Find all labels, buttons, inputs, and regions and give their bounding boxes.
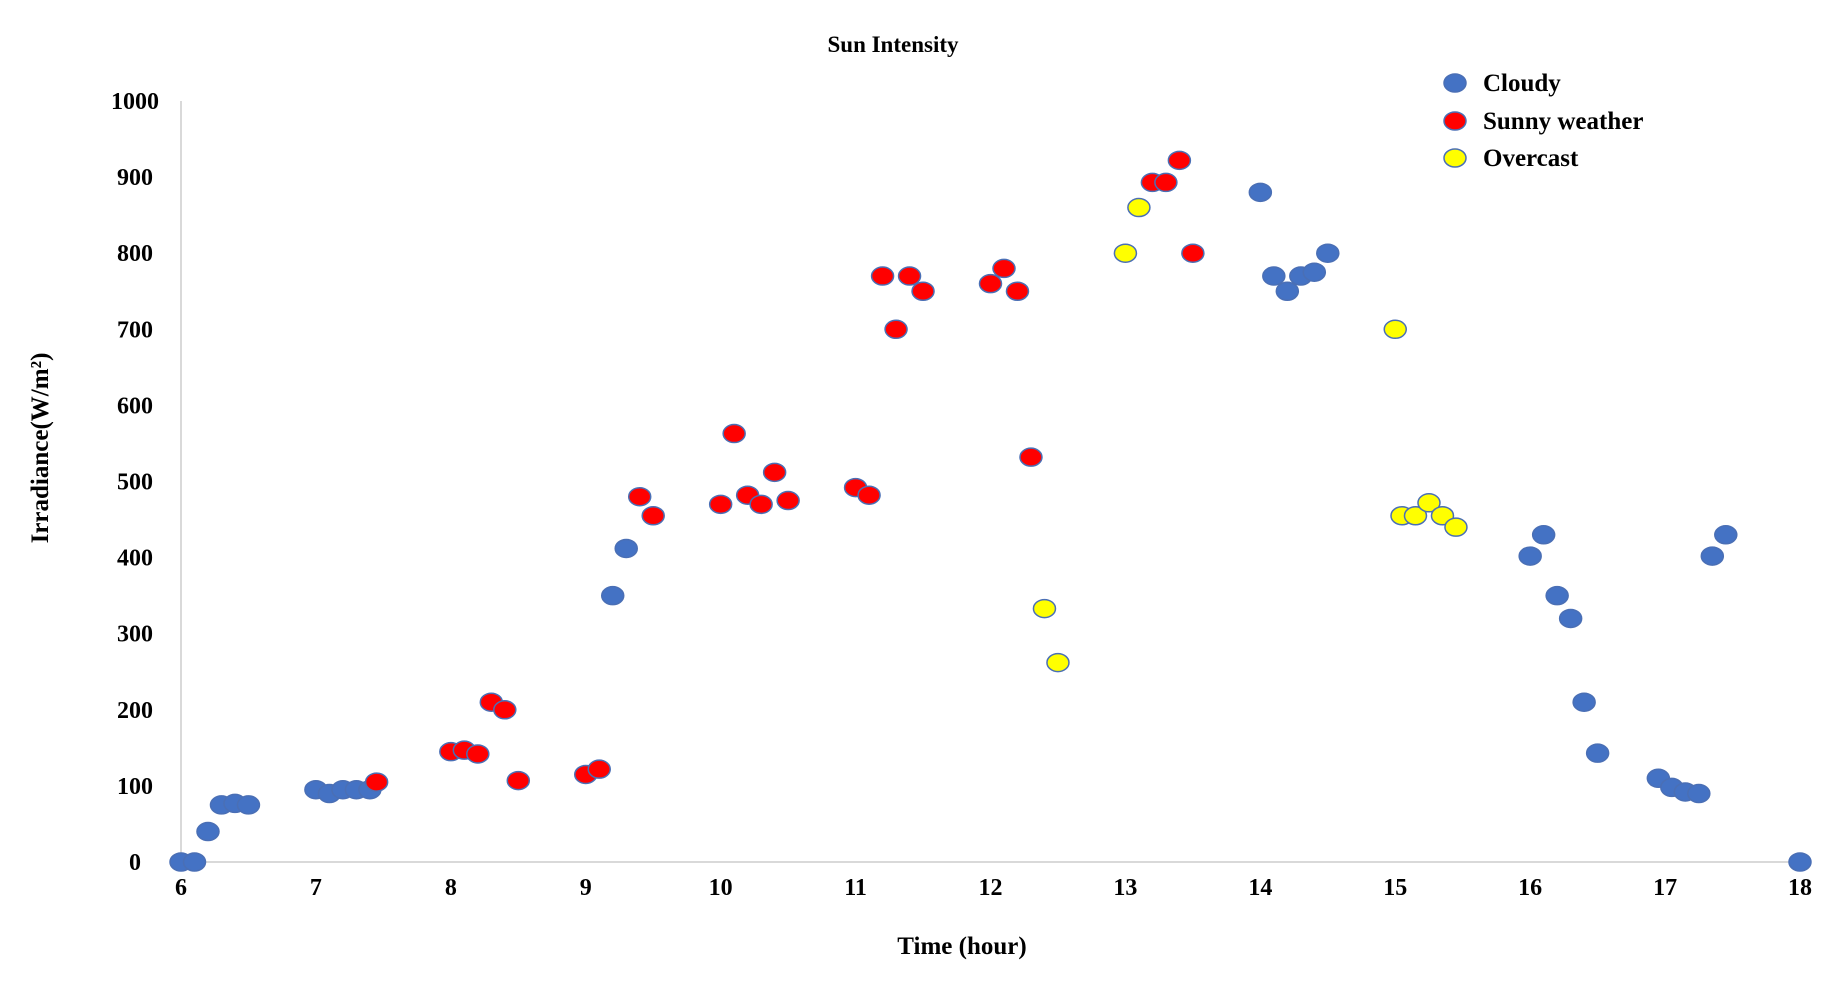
x-tick-label: 12 <box>979 875 1003 901</box>
chart-title: Sun Intensity <box>827 32 959 57</box>
y-tick-label: 900 <box>117 165 153 191</box>
data-point-cloudy <box>1788 852 1812 872</box>
data-point-sunny-weather <box>870 266 895 286</box>
x-tick-label: 10 <box>709 875 733 901</box>
y-tick-label: 1000 <box>111 89 159 115</box>
data-point-cloudy <box>1545 585 1569 606</box>
y-tick-label: 300 <box>117 622 153 648</box>
data-point-cloudy <box>1572 692 1596 712</box>
data-point-sunny-weather <box>641 505 665 526</box>
data-point-cloudy <box>1275 281 1300 301</box>
data-point-cloudy <box>1248 182 1273 203</box>
data-point-overcast <box>1032 598 1057 619</box>
legend-marker-overcast <box>1443 148 1467 168</box>
data-point-overcast <box>1403 505 1428 526</box>
data-point-sunny-weather <box>992 258 1016 279</box>
data-point-sunny-weather <box>749 494 773 515</box>
data-point-cloudy <box>182 852 207 872</box>
x-tick-label: 16 <box>1518 875 1542 901</box>
x-tick-label: 15 <box>1383 875 1407 901</box>
data-point-sunny-weather <box>466 744 490 764</box>
y-tick-label: 700 <box>117 317 153 343</box>
data-point-sunny-weather <box>978 273 1003 294</box>
data-point-cloudy <box>236 795 261 815</box>
x-tick-label: 11 <box>844 875 867 901</box>
data-point-cloudy <box>1316 243 1340 263</box>
data-point-overcast <box>1383 319 1407 340</box>
data-point-sunny-weather <box>1154 172 1178 193</box>
data-point-sunny-weather <box>776 490 800 511</box>
legend-label-sunny-weather: Sunny weather <box>1483 108 1643 135</box>
x-tick-label: 13 <box>1113 875 1137 901</box>
data-point-sunny-weather <box>1019 447 1043 467</box>
x-tick-label: 8 <box>445 875 457 901</box>
legend: Cloudy Sunny weather Overcast <box>1443 70 1643 172</box>
y-tick-label: 500 <box>117 470 153 496</box>
data-point-cloudy <box>1714 525 1738 545</box>
legend-marker-cloudy <box>1443 73 1467 93</box>
data-point-sunny-weather <box>1005 281 1030 301</box>
data-point-cloudy <box>1518 546 1542 566</box>
x-tick-label: 18 <box>1788 875 1812 901</box>
y-tick-label: 600 <box>117 393 153 419</box>
data-point-sunny-weather <box>911 281 935 301</box>
data-point-cloudy <box>1687 783 1711 804</box>
data-point-overcast <box>1127 197 1151 218</box>
data-point-cloudy <box>1585 743 1610 763</box>
data-point-cloudy <box>1531 525 1556 545</box>
data-point-sunny-weather <box>627 486 652 507</box>
data-point-sunny-weather <box>364 772 389 792</box>
y-tick-label: 400 <box>117 546 153 572</box>
data-point-sunny-weather <box>857 485 881 505</box>
data-point-sunny-weather <box>493 700 517 720</box>
data-point-cloudy <box>600 585 625 606</box>
data-point-sunny-weather <box>708 494 733 515</box>
data-point-cloudy <box>1700 546 1725 566</box>
data-point-sunny-weather <box>1181 243 1205 263</box>
x-tick-label: 7 <box>310 875 322 901</box>
data-point-cloudy <box>1302 262 1327 282</box>
data-points <box>169 150 1812 872</box>
data-point-overcast <box>1113 243 1138 263</box>
y-tick-label: 100 <box>117 774 153 800</box>
data-point-sunny-weather <box>884 319 908 340</box>
x-tick-label: 9 <box>580 875 592 901</box>
data-point-sunny-weather <box>506 770 531 791</box>
data-point-cloudy <box>614 538 638 559</box>
y-axis-label: Irradiance(W/m²) <box>27 353 54 544</box>
y-tick-labels: 0 100 200 300 400 500 600 700 800 900 1000 <box>111 89 159 876</box>
data-point-sunny-weather <box>897 266 922 286</box>
data-point-cloudy <box>1262 266 1286 286</box>
y-tick-label: 0 <box>129 850 141 876</box>
data-point-sunny-weather <box>587 759 611 779</box>
data-point-overcast <box>1046 652 1070 673</box>
data-point-cloudy <box>1558 608 1583 629</box>
legend-label-cloudy: Cloudy <box>1483 70 1561 97</box>
x-tick-label: 17 <box>1653 875 1677 901</box>
x-tick-labels: 6 7 8 9 10 11 12 13 14 15 16 17 18 <box>175 875 1812 901</box>
data-point-sunny-weather <box>762 462 787 483</box>
y-tick-label: 800 <box>117 241 153 267</box>
x-axis-label: Time (hour) <box>897 933 1026 960</box>
x-tick-label: 6 <box>175 875 187 901</box>
legend-marker-sunny-weather <box>1443 111 1467 131</box>
y-tick-label: 200 <box>117 698 153 724</box>
data-point-overcast <box>1417 493 1441 513</box>
legend-label-overcast: Overcast <box>1483 145 1579 172</box>
data-point-sunny-weather <box>1167 150 1192 171</box>
data-point-sunny-weather <box>722 423 746 444</box>
data-point-overcast <box>1444 517 1468 537</box>
data-point-cloudy <box>196 821 220 842</box>
x-tick-label: 14 <box>1248 875 1272 901</box>
